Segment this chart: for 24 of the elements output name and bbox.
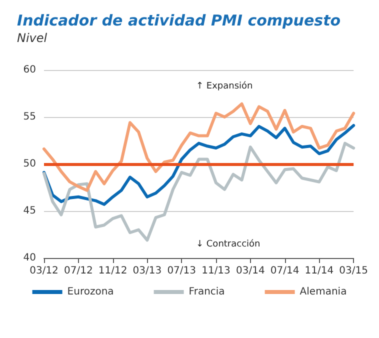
y-tick-label: 40 — [23, 252, 36, 264]
line-series — [42, 124, 356, 206]
x-tick-label: 11/13 — [202, 266, 230, 276]
x-tick-label: 11/14 — [304, 266, 334, 276]
y-tick-label: 45 — [23, 206, 36, 216]
x-tick-label: 07/12 — [64, 266, 93, 276]
annotation: ↑ Expansión — [196, 80, 253, 92]
legend-label: Eurozona — [67, 286, 114, 298]
annotation: ↓ Contracción — [196, 238, 260, 250]
x-tick-label: 11/12 — [98, 266, 128, 276]
x-tick-label: 03/15 — [339, 266, 368, 276]
x-tick-label: 07/13 — [167, 266, 196, 276]
line-series — [42, 102, 356, 192]
y-tick-label: 50 — [23, 158, 36, 170]
x-tick-label: 07/14 — [270, 266, 300, 276]
x-tick-label: 03/14 — [236, 266, 265, 276]
y-tick-label: 60 — [23, 64, 36, 76]
chart-title: Indicador de actividad PMI compuesto — [17, 12, 341, 30]
legend-label: Francia — [188, 286, 225, 298]
x-tick-label: 03/13 — [132, 266, 162, 276]
y-tick-label: 55 — [23, 112, 36, 122]
chart-subtitle: Nivel — [17, 31, 48, 45]
legend-label: Alemania — [300, 286, 347, 298]
x-tick-label: 03/12 — [30, 266, 58, 276]
